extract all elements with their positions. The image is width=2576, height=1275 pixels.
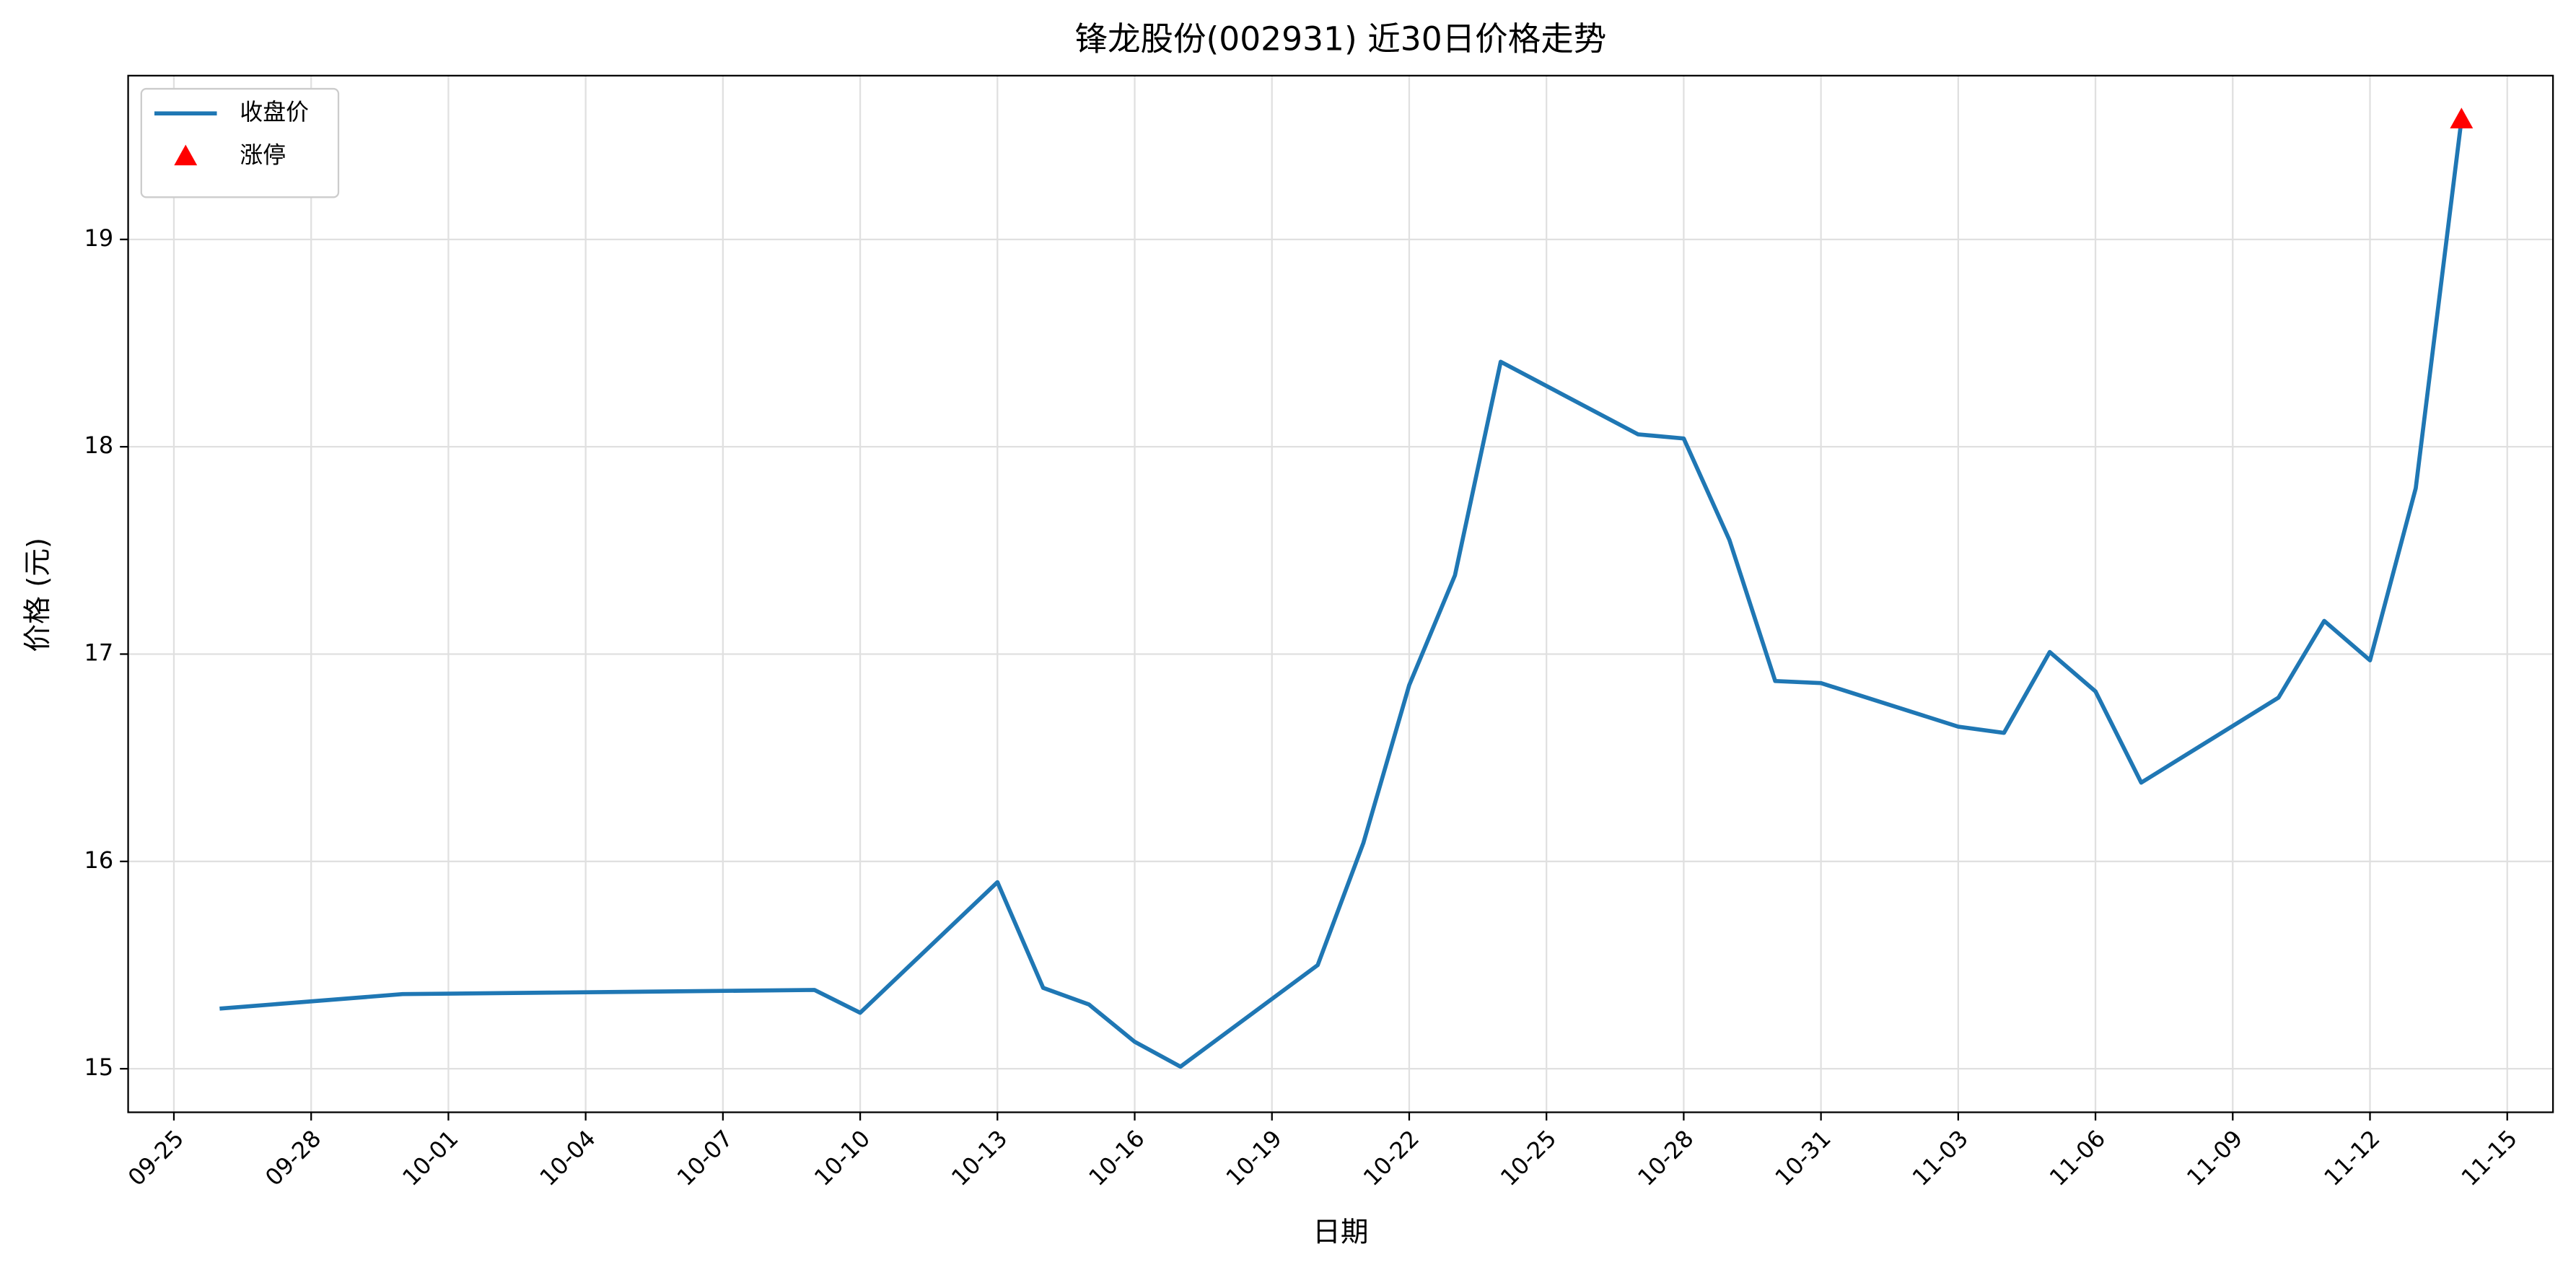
y-tick-label: 18	[84, 431, 114, 459]
y-tick-label: 19	[84, 224, 114, 252]
legend-swatch	[174, 144, 198, 166]
y-tick-label: 17	[84, 639, 114, 666]
chart-title: 锋龙股份(002931) 近30日价格走势	[1074, 20, 1606, 58]
legend-label: 涨停	[240, 141, 286, 168]
y-axis-label: 价格 (元)	[22, 538, 54, 652]
legend-label: 收盘价	[240, 98, 309, 126]
x-axis-label: 日期	[1313, 1216, 1368, 1248]
y-tick-label: 16	[84, 846, 114, 874]
limit-up-marker	[2450, 108, 2474, 128]
y-tick-label: 15	[84, 1053, 114, 1081]
legend-box	[140, 87, 340, 198]
price-line	[219, 118, 2464, 1069]
plot-frame	[127, 74, 2554, 1113]
